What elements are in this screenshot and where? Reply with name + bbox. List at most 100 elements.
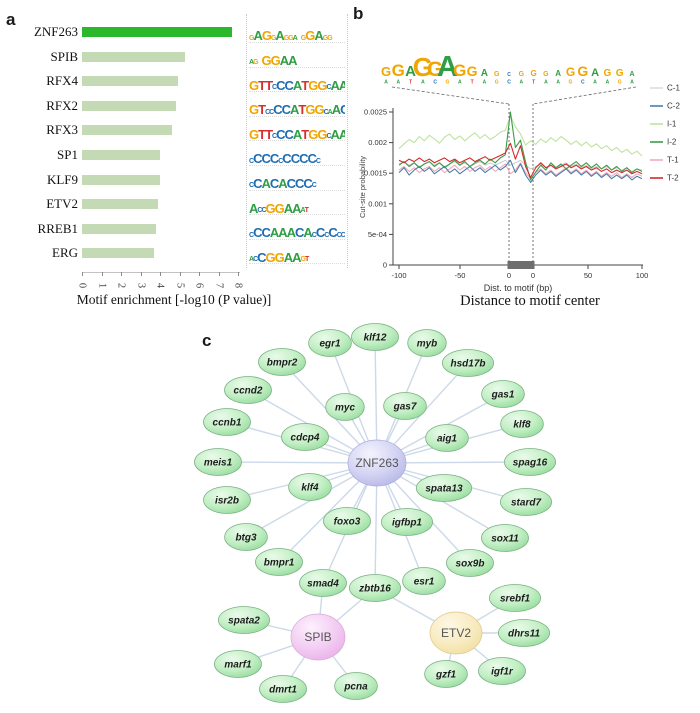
node-aig1: aig1 (425, 424, 469, 452)
bar-KLF9 (82, 174, 160, 185)
node-isr2b: isr2b (203, 486, 251, 514)
panel-b-logo-letter: G (494, 71, 500, 78)
bar-RFX3 (82, 125, 172, 136)
panel-b-label: b (353, 4, 364, 23)
y-tick-label: 5e-04 (368, 230, 387, 239)
panel-b-logo-letter: C (507, 72, 511, 78)
bar-x-tick (199, 272, 200, 276)
bar-x-axis-line (82, 272, 240, 273)
node-klf12: klf12 (351, 323, 399, 351)
node-label-myc: myc (335, 403, 355, 414)
bar-row: ERG A C C G G A A G T (0, 241, 348, 265)
bar-row: RFX3 GTTCCCATGGCAAC (0, 118, 348, 142)
bar-row: SPIB A G G G A A (0, 45, 348, 69)
series-line-I-1 (398, 115, 643, 157)
motif-enrichment-panel: Motif enrichment [-log10 (P value)] ZNF2… (0, 0, 350, 310)
hub-node-ZNF263: ZNF263 (347, 439, 407, 487)
panel-b-logo-letter: A (555, 69, 561, 78)
hub-label-ETV2: ETV2 (441, 626, 471, 640)
node-srebf1: srebf1 (488, 584, 541, 612)
node-stard7: stard7 (499, 488, 552, 516)
node-label-klf12: klf12 (364, 333, 387, 344)
node-spag16: spag16 (503, 448, 556, 476)
node-klf8: klf8 (500, 410, 544, 438)
panel-b-logo-small-letter: C (507, 80, 511, 86)
panel-b-logo-letter: G (413, 52, 433, 82)
legend-label-I-1: I-1 (667, 120, 677, 129)
node-label-dhrs11: dhrs11 (508, 629, 540, 640)
node-label-gas7: gas7 (393, 402, 417, 413)
panel-b-logo-small-letter: T (532, 80, 535, 86)
panel-b-logo-letter: G (519, 71, 525, 78)
panel-b-logo-small-letter: G (495, 80, 499, 86)
bar-x-tick-label: 0 (76, 282, 88, 289)
node-igfbp1: igfbp1 (380, 508, 433, 536)
node-bmpr2: bmpr2 (258, 348, 306, 376)
bar-SPIB (82, 51, 186, 62)
tf-label-RREB1: RREB1 (37, 220, 78, 236)
zoom-connector-left (391, 86, 510, 105)
node-label-ccnb1: ccnb1 (213, 418, 242, 429)
panel-b-logo-small-letter: T (471, 80, 474, 86)
node-label-spata13: spata13 (425, 484, 463, 495)
tf-label-RFX4: RFX4 (46, 73, 78, 89)
y-axis-title: Cut-site probability (358, 156, 367, 218)
panel-b-logo-small-letter: A (421, 80, 425, 86)
tf-label-SP1: SP1 (57, 147, 78, 162)
y-tick-label: 0 (383, 261, 387, 270)
node-egr1: egr1 (308, 329, 352, 357)
node-smad4: smad4 (299, 569, 347, 597)
node-label-dmrt1: dmrt1 (269, 685, 297, 696)
y-tick-label: 0.0025 (364, 108, 387, 117)
logo-column-divider (347, 14, 348, 268)
node-label-cdcp4: cdcp4 (291, 433, 320, 444)
panel-b-logo-small-letter: A (630, 80, 634, 86)
bar-RREB1 (82, 223, 157, 234)
node-label-ccnd2: ccnd2 (234, 386, 263, 397)
panel-b-logo-small-letter: G (569, 80, 573, 86)
panel-a-label: a (6, 10, 16, 29)
bar-x-tick (82, 272, 83, 276)
panel-b-logo-letter: G (604, 68, 612, 79)
panel-b-logo-letter: G (530, 69, 536, 78)
node-sox9b: sox9b (446, 549, 494, 577)
node-label-egr1: egr1 (319, 339, 341, 350)
node-label-gas1: gas1 (491, 390, 515, 401)
panel-b-logo-small-letter: A (519, 80, 523, 86)
node-btg3: btg3 (224, 523, 268, 551)
y-tick-label: 0.002 (368, 138, 387, 147)
legend-label-C-1: C-1 (667, 84, 680, 93)
node-label-bmpr2: bmpr2 (267, 358, 298, 369)
node-label-sox9b: sox9b (456, 559, 485, 570)
bar-x-tick (179, 272, 181, 276)
node-gzf1: gzf1 (424, 660, 468, 688)
bar-row: RFX2 GTCCCCATGGCAAC (0, 94, 348, 118)
bar-SP1 (82, 150, 160, 160)
node-label-spag16: spag16 (513, 458, 548, 469)
node-label-hsd17b: hsd17b (450, 359, 485, 370)
bar-ERG (82, 248, 155, 259)
bar-row: RFX4 GTTCCCATGGCAAC (0, 69, 348, 93)
motif-logo-RREB1: CCCAAACACCCCCCC (249, 218, 345, 240)
node-gas7: gas7 (383, 392, 427, 420)
bar-x-tick (101, 272, 103, 276)
tf-label-ERG: ERG (52, 245, 78, 261)
node-pcna: pcna (334, 672, 378, 700)
line-chart-x-axis-title: Dist. to motif (bp) (483, 283, 553, 293)
node-label-bmpr1: bmpr1 (264, 558, 295, 569)
node-ccnb1: ccnb1 (203, 408, 251, 436)
node-klf4: klf4 (288, 473, 332, 501)
bar-row: KLF9 C C A C A C C C C (0, 168, 348, 192)
panel-b-logo-small-letter: A (483, 80, 487, 86)
node-spata2: spata2 (217, 606, 270, 634)
bar-x-tick-label: 2 (115, 282, 127, 289)
panel-b-logo-letter: A (481, 68, 488, 79)
panel-b-logo-letter: G (381, 64, 391, 79)
motif-logo-RFX2: GTCCCCATGGCAAC (249, 95, 345, 117)
panel-b-logo-small-letter: C (581, 80, 585, 86)
bar-x-tick (160, 272, 161, 276)
